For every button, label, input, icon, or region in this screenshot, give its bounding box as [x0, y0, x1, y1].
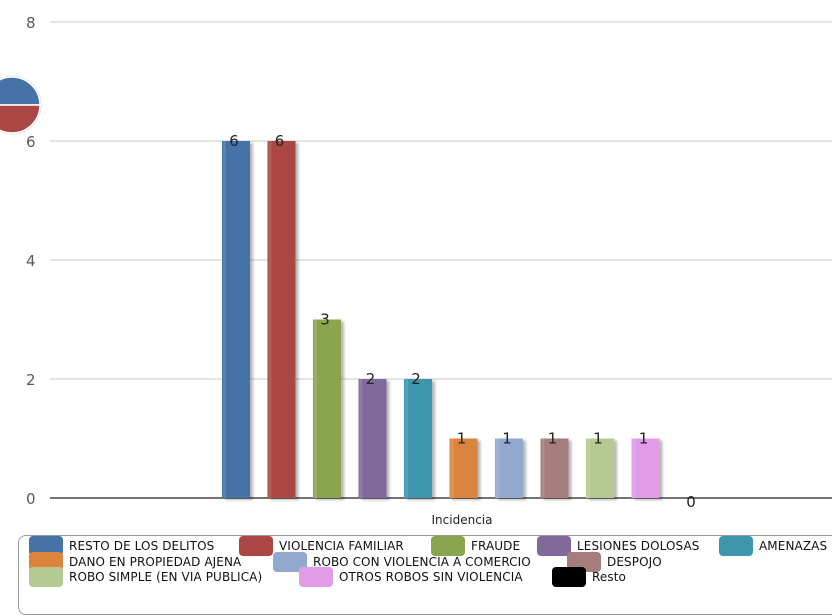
legend-swatch [552, 567, 586, 587]
bar[interactable] [358, 379, 387, 498]
legend-item[interactable]: FRAUDE [431, 536, 520, 556]
y-tick-label: 4 [26, 252, 36, 270]
legend-swatch [239, 536, 273, 556]
bar-highlight [496, 438, 499, 498]
bar-highlight [405, 379, 408, 498]
bar-highlight [632, 438, 636, 498]
pie-chart-icon[interactable] [0, 75, 42, 135]
legend-item[interactable]: ROBO CON VIOLENCIA A COMERCIO [273, 552, 531, 572]
legend-swatch [299, 567, 333, 587]
legend-swatch [29, 567, 63, 587]
bar[interactable] [313, 319, 341, 499]
legend-swatch [719, 536, 753, 556]
y-tick-label: 8 [26, 14, 36, 32]
bar[interactable] [449, 438, 478, 499]
legend-swatch [29, 536, 63, 556]
legend: RESTO DE LOS DELITOS VIOLENCIA FAMILIAR FR… [18, 535, 832, 615]
data-label: 1 [639, 430, 649, 448]
data-label: 6 [275, 132, 285, 150]
bar-highlight [450, 438, 454, 498]
legend-item[interactable]: DESPOJO [567, 552, 662, 572]
legend-item[interactable]: RESTO DE LOS DELITOS [29, 536, 214, 556]
legend-item[interactable]: ROBO SIMPLE (EN VIA PUBLICA) [29, 567, 262, 587]
bar[interactable] [267, 141, 296, 498]
bar-highlight [359, 379, 363, 498]
legend-label: FRAUDE [471, 539, 521, 553]
legend-swatch [537, 536, 571, 556]
legend-label: DANO EN PROPIEDAD AJENA [69, 555, 242, 569]
legend-swatch [273, 552, 307, 572]
y-axis-ticks: 0 2 4 6 8 [26, 14, 36, 508]
gridlines [50, 21, 832, 499]
bar[interactable] [586, 438, 614, 499]
data-label: 3 [320, 311, 330, 329]
legend-label: RESTO DE LOS DELITOS [69, 539, 215, 553]
bar[interactable] [631, 438, 660, 499]
legend-label: OTROS ROBOS SIN VIOLENCIA [339, 570, 523, 584]
bar-chart: 0 2 4 6 8 6 6 3 2 2 1 1 1 1 1 0 Incidencia [0, 14, 832, 527]
bars [222, 141, 660, 498]
data-label: 0 [686, 493, 696, 511]
legend-label: ROBO CON VIOLENCIA A COMERCIO [313, 555, 531, 569]
data-label: 1 [548, 430, 558, 448]
legend-item[interactable]: Resto [552, 567, 626, 587]
y-tick-label: 6 [26, 133, 36, 151]
bar[interactable] [222, 141, 250, 498]
bar[interactable] [495, 438, 523, 499]
legend-label: AMENAZAS [759, 539, 828, 553]
bar-highlight [587, 438, 590, 498]
legend-swatch [431, 536, 465, 556]
legend-label: Resto [592, 570, 626, 584]
legend-label: ROBO SIMPLE (EN VIA PUBLICA) [69, 570, 263, 584]
data-label: 1 [593, 430, 603, 448]
y-tick-label: 0 [26, 490, 36, 508]
legend-label: LESIONES DOLOSAS [577, 539, 700, 553]
legend-item[interactable]: AMENAZAS [719, 536, 827, 556]
bar-highlight [541, 438, 545, 498]
legend-item[interactable]: LESIONES DOLOSAS [537, 536, 700, 556]
x-axis-label: Incidencia [432, 513, 493, 527]
legend-label: DESPOJO [607, 555, 662, 569]
bar[interactable] [404, 379, 432, 498]
legend-item[interactable]: OTROS ROBOS SIN VIOLENCIA [299, 567, 523, 587]
legend-label: VIOLENCIA FAMILIAR [279, 539, 404, 553]
data-labels: 6 6 3 2 2 1 1 1 1 1 0 [229, 132, 696, 511]
data-label: 2 [366, 370, 376, 388]
bar-highlight [268, 141, 272, 498]
bar[interactable] [540, 438, 569, 499]
legend-item[interactable]: VIOLENCIA FAMILIAR [239, 536, 404, 556]
y-tick-label: 2 [26, 371, 36, 389]
data-label: 1 [502, 430, 512, 448]
data-label: 2 [411, 370, 421, 388]
bar-highlight [223, 141, 226, 498]
bar-highlight [314, 319, 317, 498]
data-label: 1 [457, 430, 467, 448]
data-label: 6 [229, 132, 239, 150]
